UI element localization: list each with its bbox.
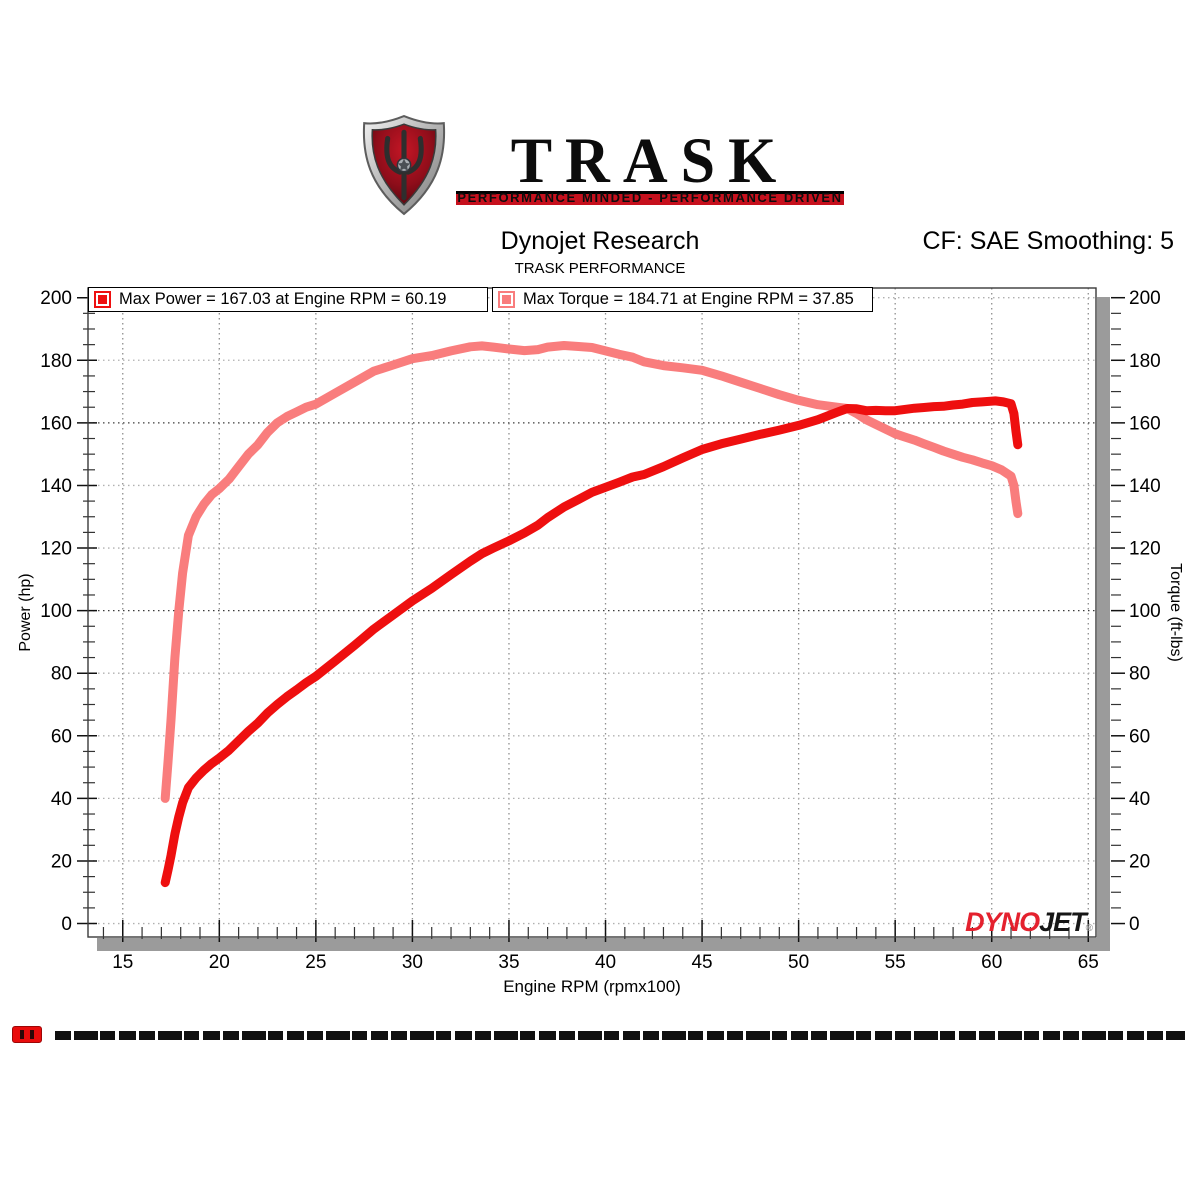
svg-text:100: 100 <box>40 601 72 622</box>
svg-text:20: 20 <box>51 851 72 872</box>
legend-max-power-label: Max Power = 167.03 at Engine RPM = 60.19 <box>119 290 447 308</box>
svg-text:100: 100 <box>1129 601 1161 622</box>
page-title: Dynojet Research <box>500 227 700 255</box>
tagline-bar: PERFORMANCE MINDED - PERFORMANCE DRIVEN <box>456 190 844 205</box>
svg-text:35: 35 <box>498 952 519 973</box>
svg-text:65: 65 <box>1078 952 1099 973</box>
svg-text:120: 120 <box>1129 539 1161 560</box>
svg-text:Power (hp): Power (hp) <box>17 573 34 651</box>
brand-text: TRASK <box>510 125 790 197</box>
svg-text:20: 20 <box>1129 851 1150 872</box>
svg-text:30: 30 <box>402 952 423 973</box>
svg-text:140: 140 <box>1129 476 1161 497</box>
trask-logo: TRASK PERFORMANCE MINDED - PERFORMANCE D… <box>358 114 844 216</box>
svg-text:50: 50 <box>788 952 809 973</box>
power-series-swatch-icon <box>94 291 111 308</box>
svg-text:25: 25 <box>305 952 326 973</box>
svg-text:60: 60 <box>51 726 72 747</box>
tagline-text: PERFORMANCE MINDED - PERFORMANCE DRIVEN <box>457 190 843 205</box>
svg-text:Torque (ft-lbs): Torque (ft-lbs) <box>1167 563 1184 662</box>
svg-text:20: 20 <box>209 952 230 973</box>
torque-series-swatch-icon <box>498 291 515 308</box>
svg-text:0: 0 <box>61 914 72 935</box>
legend-max-power: Max Power = 167.03 at Engine RPM = 60.19 <box>88 287 488 312</box>
svg-text:160: 160 <box>1129 413 1161 434</box>
svg-text:40: 40 <box>1129 789 1150 810</box>
legend-max-torque-label: Max Torque = 184.71 at Engine RPM = 37.8… <box>523 290 854 308</box>
legend-max-torque: Max Torque = 184.71 at Engine RPM = 37.8… <box>492 287 873 312</box>
svg-text:160: 160 <box>40 413 72 434</box>
svg-text:80: 80 <box>1129 664 1150 685</box>
svg-text:80: 80 <box>51 664 72 685</box>
shield-icon <box>362 114 446 216</box>
svg-text:0: 0 <box>1129 914 1140 935</box>
svg-text:55: 55 <box>885 952 906 973</box>
svg-text:120: 120 <box>40 539 72 560</box>
svg-text:180: 180 <box>40 351 72 372</box>
svg-text:200: 200 <box>1129 288 1161 309</box>
svg-text:140: 140 <box>40 476 72 497</box>
svg-text:200: 200 <box>40 288 72 309</box>
svg-text:60: 60 <box>1129 726 1150 747</box>
run-info-text <box>55 1031 1185 1040</box>
page-subtitle: TRASK PERFORMANCE <box>514 260 686 277</box>
svg-text:Engine RPM (rpmx100): Engine RPM (rpmx100) <box>503 977 681 996</box>
svg-text:15: 15 <box>112 952 133 973</box>
svg-text:60: 60 <box>981 952 1002 973</box>
svg-text:180: 180 <box>1129 351 1161 372</box>
correction-factor-label: CF: SAE Smoothing: 5 <box>922 227 1174 255</box>
svg-text:45: 45 <box>691 952 712 973</box>
svg-text:40: 40 <box>595 952 616 973</box>
svg-text:40: 40 <box>51 789 72 810</box>
run-indicator-chip <box>12 1026 42 1043</box>
wordmark: TRASK PERFORMANCE MINDED - PERFORMANCE D… <box>456 114 844 205</box>
svg-text:DYNOJET®: DYNOJET® <box>965 907 1094 937</box>
